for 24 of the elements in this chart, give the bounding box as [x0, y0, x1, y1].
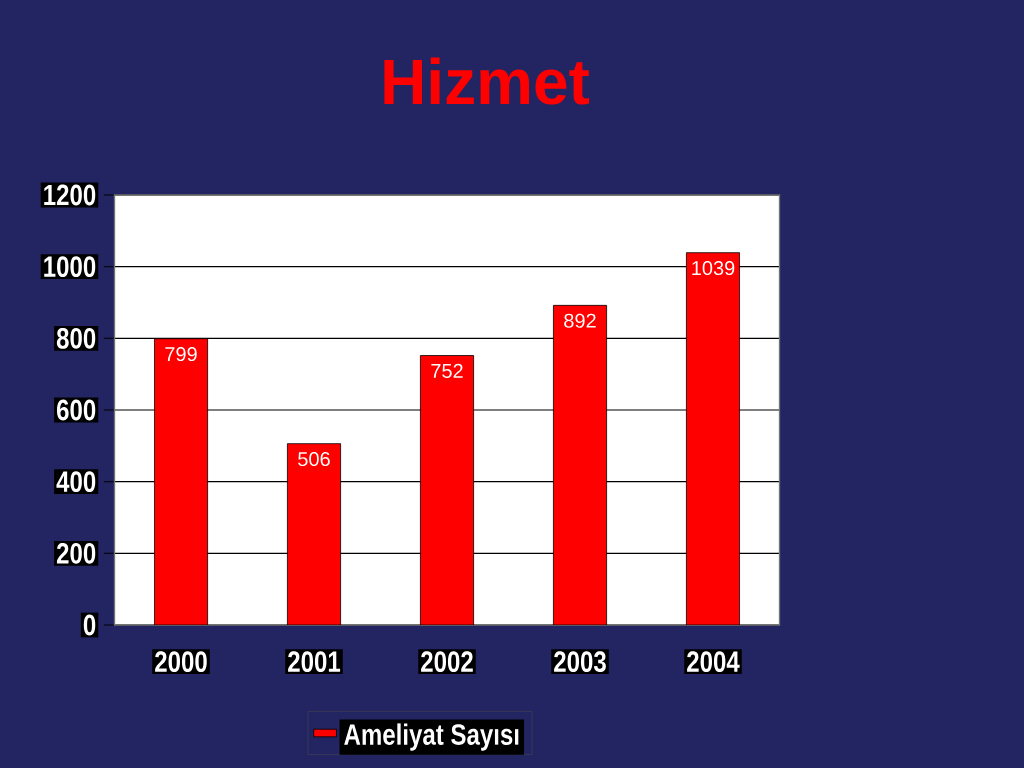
data-label: 1039 [692, 260, 735, 276]
y-tick-label: 0 [83, 614, 96, 636]
chart-title: Hizmet [384, 57, 590, 105]
y-tick-label: 1200 [44, 184, 96, 206]
y-tick-label: 600 [56, 399, 96, 421]
y-tick-label: 200 [56, 542, 96, 564]
bar [420, 355, 475, 625]
bar [686, 252, 741, 625]
x-tick-label: 2000 [155, 651, 207, 673]
legend-label: Ameliyat Sayısı [344, 723, 519, 751]
y-tick-label: 400 [56, 471, 96, 493]
data-label: 752 [431, 363, 463, 378]
bar [287, 443, 342, 625]
x-tick-label: 2004 [687, 651, 740, 673]
x-tick-label: 2003 [554, 651, 606, 673]
bar [154, 338, 209, 625]
data-label: 799 [165, 346, 197, 362]
data-label: 506 [298, 451, 330, 467]
y-tick-label: 800 [56, 327, 96, 349]
x-tick-label: 2001 [288, 651, 341, 673]
data-label: 892 [564, 313, 596, 328]
x-tick-label: 2002 [421, 651, 473, 673]
bar [553, 304, 608, 625]
y-tick-label: 1000 [44, 256, 96, 278]
